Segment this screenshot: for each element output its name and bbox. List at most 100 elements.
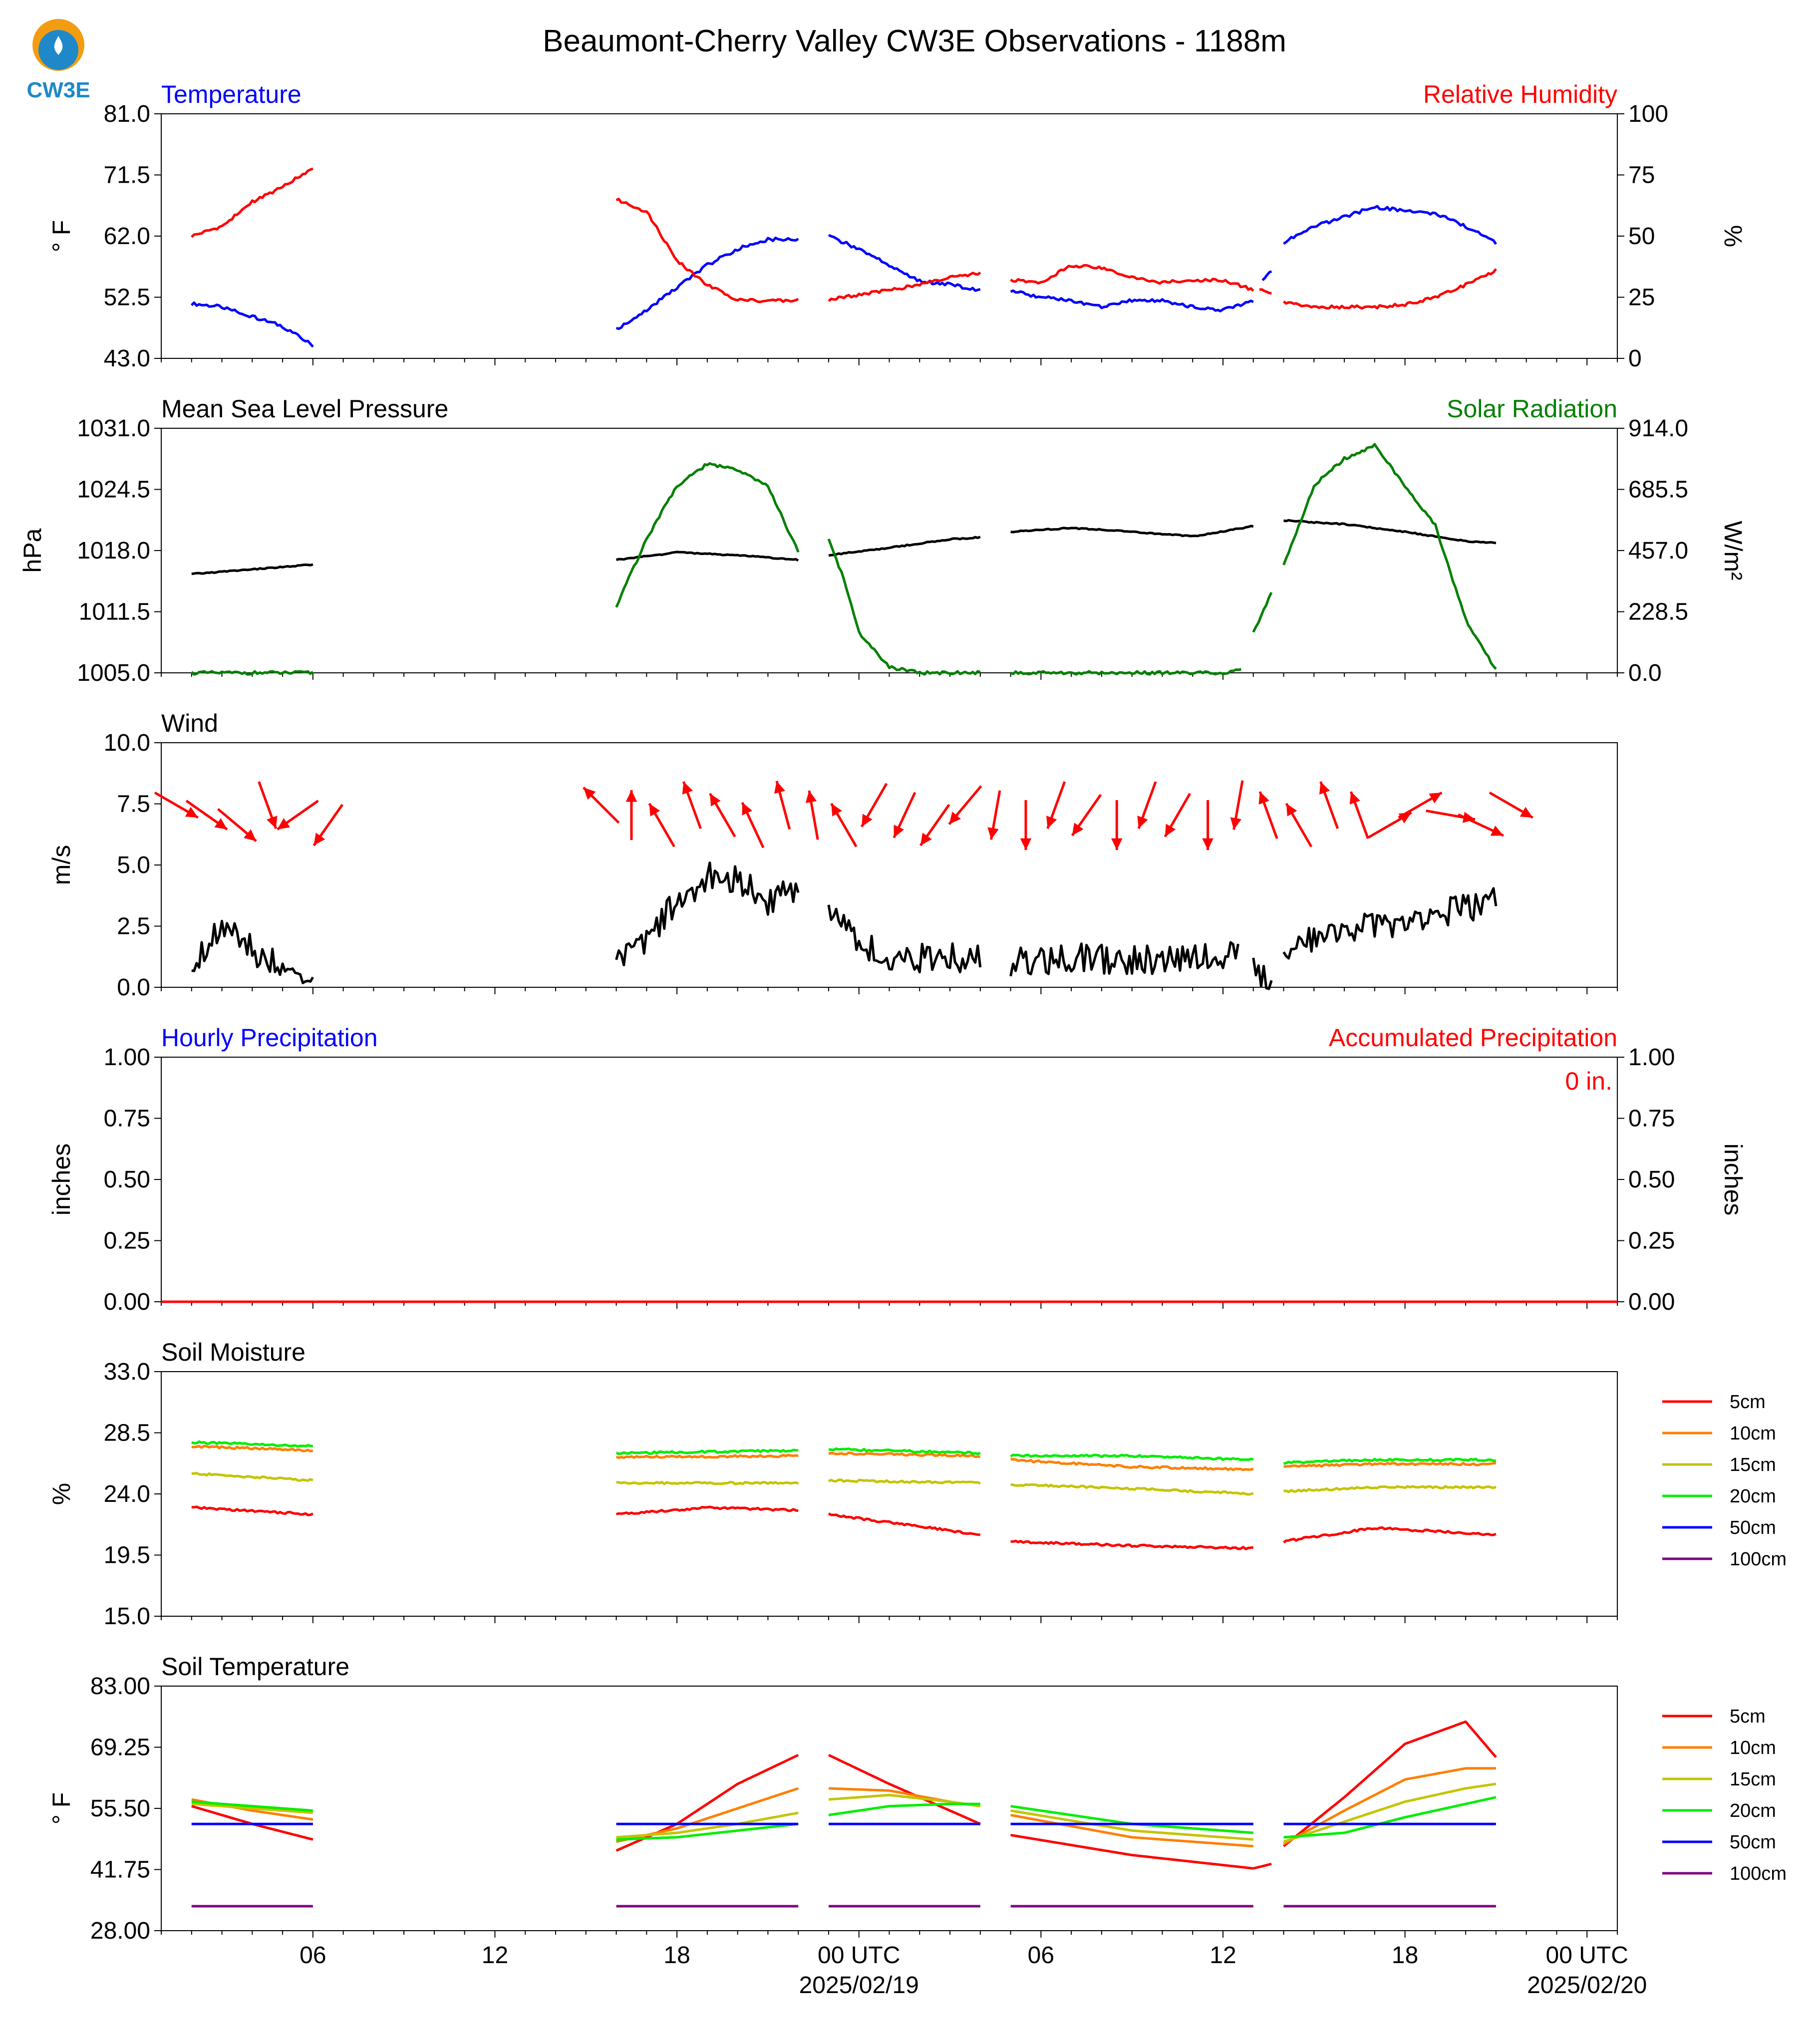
panel-right-title: Solar Radiation — [1447, 395, 1617, 423]
x-tick-label: 06 — [300, 1942, 326, 1969]
y2-tick-label: 0.50 — [1628, 1166, 1675, 1193]
wind-arrow — [1349, 791, 1369, 839]
wind-arrow — [948, 785, 982, 825]
y-tick-label: 0.25 — [104, 1228, 150, 1254]
y-tick-label: 2.5 — [117, 913, 150, 940]
wind-arrow — [154, 791, 199, 819]
panel-left-title: Mean Sea Level Pressure — [161, 395, 448, 423]
legend-label: 5cm — [1730, 1392, 1766, 1413]
wind-arrow — [625, 790, 637, 840]
x-tick-label: 18 — [663, 1942, 690, 1969]
y-tick-label: 33.0 — [104, 1359, 150, 1385]
y-tick-label: 55.50 — [90, 1795, 150, 1822]
plot-frame — [161, 1686, 1618, 1931]
wind-arrow — [709, 793, 736, 838]
y-tick-label: 62.0 — [104, 223, 150, 250]
wind-arrow — [919, 804, 950, 847]
wind-arrow — [258, 781, 278, 829]
y-tick-label: 69.25 — [90, 1735, 150, 1761]
y2-tick-label: 0.75 — [1628, 1106, 1675, 1132]
legend: 5cm 10cm 15cm 20cm 50cm 100cm — [1662, 1706, 1787, 1884]
legend: 5cm 10cm 15cm 20cm 50cm 100cm — [1662, 1392, 1787, 1570]
legend-label: 20cm — [1730, 1486, 1776, 1507]
wind-arrow — [860, 783, 888, 828]
x-tick-label: 00 UTC — [1546, 1942, 1628, 1969]
legend-label: 15cm — [1730, 1769, 1776, 1790]
wind-arrow — [682, 781, 702, 829]
wind-arrow — [1489, 791, 1533, 819]
panel-left-title: Soil Temperature — [161, 1653, 349, 1681]
wind-arrow — [1071, 794, 1102, 837]
logo-text: CW3E — [26, 78, 90, 102]
panel-temp-rh: Temperature Relative Humidity 81.0 71.5 62.0… — [47, 80, 1747, 372]
panel-right-title: Relative Humidity — [1423, 80, 1617, 108]
y-axis-label: % — [47, 1483, 75, 1505]
y2-axis-label: % — [1719, 225, 1747, 247]
plot-frame — [161, 113, 1618, 359]
figure-title: Beaumont-Cherry Valley CW3E Observations… — [543, 24, 1286, 58]
legend-label: 100cm — [1730, 1863, 1787, 1884]
y-tick-label: 1011.5 — [79, 599, 150, 625]
legend-label: 5cm — [1730, 1706, 1766, 1727]
wind-arrow — [1458, 813, 1504, 837]
series-line-10cm — [191, 1445, 1497, 1471]
series-line-20cm — [191, 1440, 1497, 1465]
y-tick-label: 19.5 — [104, 1542, 150, 1569]
wind-arrow — [805, 790, 819, 840]
panel-left-title: Wind — [161, 709, 218, 737]
y2-tick-label: 0.00 — [1628, 1289, 1675, 1315]
series-line-temperature — [190, 205, 1497, 348]
y-tick-label: 81.0 — [104, 101, 150, 127]
wind-arrow — [1020, 800, 1032, 850]
panel-wind: Wind 10.0 7.5 5.0 2.5 0.0 m/s — [47, 709, 1618, 1001]
series-line-5cm — [191, 1505, 1497, 1550]
series-line-relative-humidity — [191, 167, 1497, 310]
x-axis-labels: 06 12 18 00 UTC 06 12 18 00 UTC 2025/02/19 2025/0… — [300, 1942, 1647, 1999]
y-tick-label: 71.5 — [104, 162, 150, 189]
plot-frame — [161, 428, 1618, 673]
y-axis-label: m/s — [47, 845, 75, 885]
wind-arrow — [741, 802, 765, 849]
y-tick-label: 10.0 — [104, 730, 150, 756]
y2-axis-label: inches — [1719, 1144, 1747, 1216]
y-tick-label: 5.0 — [117, 852, 150, 878]
wind-arrow — [583, 786, 620, 824]
legend-label: 10cm — [1730, 1423, 1776, 1444]
wind-arrow — [1137, 781, 1157, 829]
wind-arrow — [1046, 781, 1066, 829]
plot-frame — [161, 1371, 1618, 1617]
wind-arrow — [774, 781, 791, 830]
y-tick-label: 0.00 — [104, 1289, 150, 1315]
panel-pressure-solar: Mean Sea Level Pressure Solar Radiation 10… — [18, 395, 1747, 686]
y-tick-label: 24.0 — [104, 1481, 150, 1507]
wind-arrow — [185, 800, 228, 831]
y2-tick-label: 25 — [1628, 285, 1655, 311]
legend-label: 20cm — [1730, 1800, 1776, 1821]
y2-tick-label: 914.0 — [1628, 415, 1688, 442]
series-line-10cm — [191, 1767, 1496, 1848]
series-line-15cm — [191, 1782, 1497, 1843]
y-tick-label: 1005.0 — [77, 660, 150, 686]
panel-left-title: Temperature — [161, 80, 302, 108]
x-tick-label: 18 — [1392, 1942, 1418, 1969]
y2-tick-label: 1.00 — [1628, 1044, 1675, 1071]
wind-arrow — [1319, 781, 1339, 829]
y-tick-label: 41.75 — [90, 1857, 150, 1883]
series-line-solar-radiation — [191, 443, 1497, 676]
y2-tick-label: 75 — [1628, 162, 1655, 189]
y-tick-label: 1.00 — [104, 1044, 150, 1071]
y-tick-label: 1024.5 — [77, 477, 150, 503]
panel-left-title: Hourly Precipitation — [161, 1024, 378, 1052]
x-tick-label: 12 — [1210, 1942, 1236, 1969]
panel-soil-moisture: Soil Moisture 33.0 28.5 24.0 19.5 15.0% 5cm 10c… — [47, 1338, 1787, 1630]
legend-label: 100cm — [1730, 1549, 1787, 1570]
panels-layer: Temperature Relative Humidity 81.0 71.5 62.0… — [18, 80, 1787, 1999]
legend-label: 10cm — [1730, 1738, 1776, 1758]
wind-arrow — [893, 792, 916, 839]
y2-axis-label: W/m² — [1719, 521, 1747, 580]
wind-arrow — [1202, 800, 1213, 850]
wind-arrow — [312, 804, 343, 847]
x-tick-label: 06 — [1028, 1942, 1054, 1969]
wind-arrow — [277, 800, 319, 831]
